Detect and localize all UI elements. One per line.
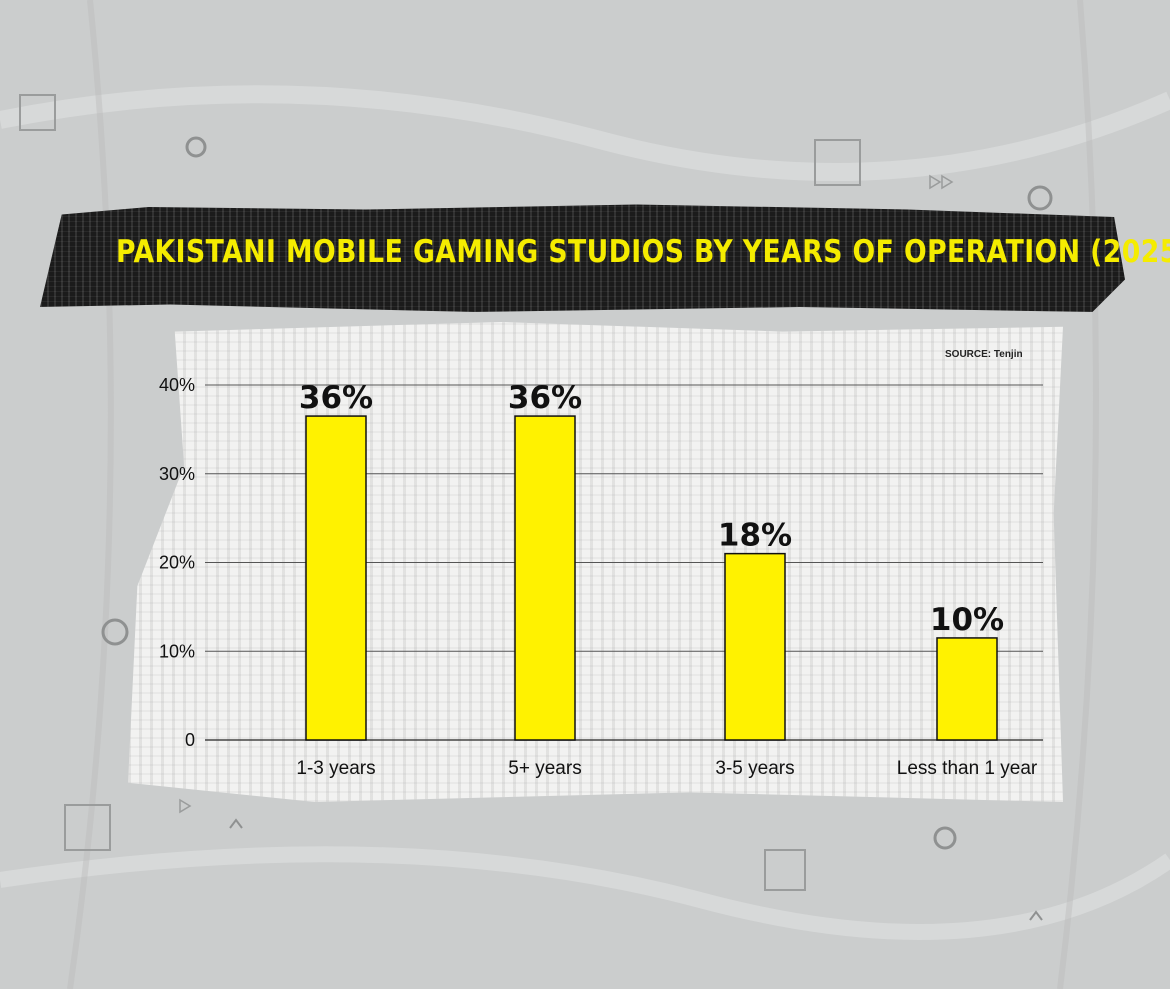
x-tick-label: 5+ years xyxy=(508,758,581,779)
title-band xyxy=(40,204,1125,312)
x-tick-label: 1-3 years xyxy=(296,758,375,779)
data-label: 18% xyxy=(718,518,792,554)
data-label: 36% xyxy=(508,380,582,416)
source-note: SOURCE: Tenjin xyxy=(945,349,1023,360)
bar xyxy=(305,415,367,741)
y-tick-label: 30% xyxy=(159,464,195,484)
y-tick-label: 0 xyxy=(185,730,195,750)
data-label: 36% xyxy=(299,380,373,416)
x-tick-label: 3-5 years xyxy=(715,758,794,779)
x-tick-label: Less than 1 year xyxy=(897,758,1038,779)
y-tick-label: 20% xyxy=(159,553,195,573)
data-label: 10% xyxy=(930,602,1004,638)
y-tick-label: 40% xyxy=(159,375,195,395)
bar xyxy=(514,415,576,741)
y-tick-label: 10% xyxy=(159,641,195,661)
chart-title: PAKISTANI MOBILE GAMING STUDIOS BY YEARS… xyxy=(115,234,1170,270)
bar xyxy=(936,637,998,741)
bar xyxy=(724,552,786,741)
